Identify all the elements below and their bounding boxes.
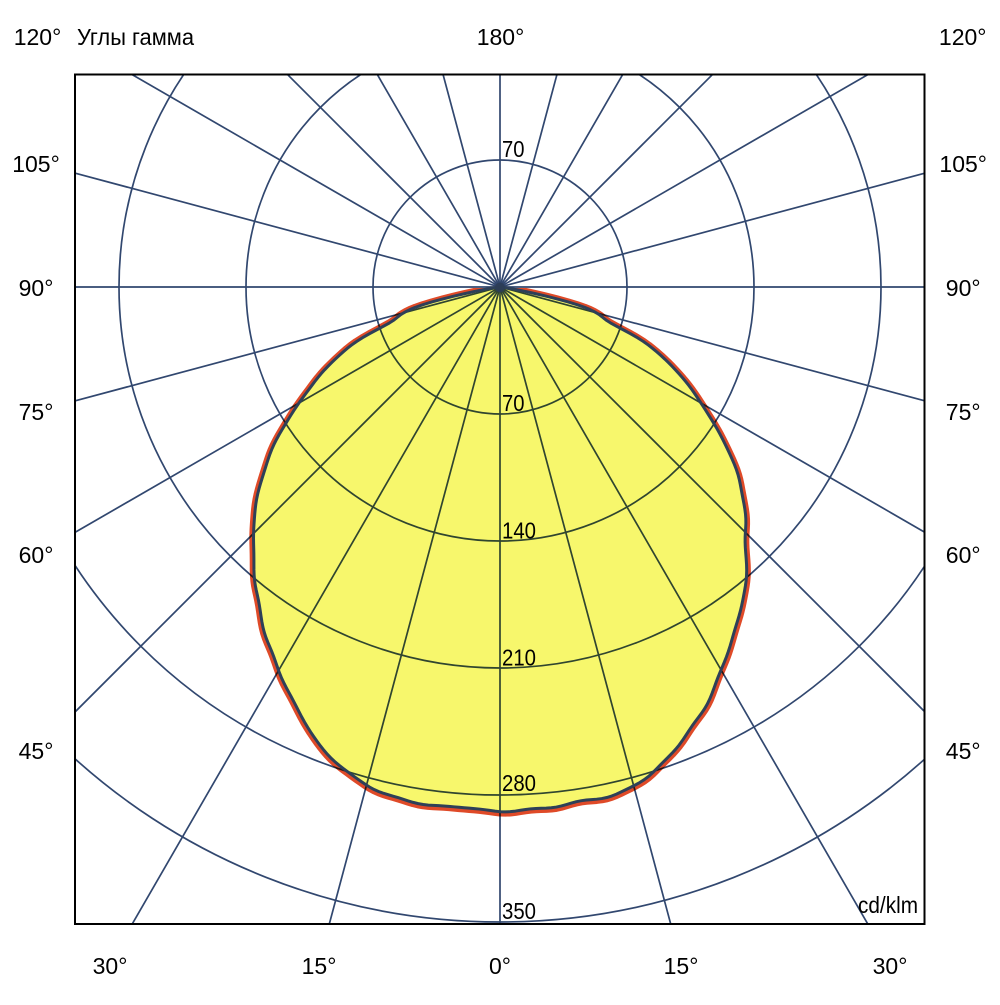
svg-text:180°: 180° [477,24,525,50]
svg-text:280: 280 [502,770,536,796]
svg-text:90°: 90° [946,275,981,301]
svg-text:105°: 105° [939,151,987,177]
svg-text:75°: 75° [19,399,54,425]
svg-text:120°: 120° [14,24,62,50]
svg-text:cd/klm: cd/klm [858,892,918,918]
svg-text:70: 70 [502,390,525,416]
svg-text:60°: 60° [19,542,54,568]
svg-text:0°: 0° [489,953,511,979]
svg-text:15°: 15° [664,953,699,979]
svg-text:90°: 90° [19,275,54,301]
svg-text:140: 140 [502,518,536,544]
svg-text:45°: 45° [946,738,981,764]
svg-text:30°: 30° [93,953,128,979]
svg-text:70: 70 [502,136,525,162]
svg-text:Углы гамма: Углы гамма [77,24,194,50]
svg-text:105°: 105° [12,151,60,177]
svg-text:120°: 120° [939,24,987,50]
svg-text:210: 210 [502,645,536,671]
svg-text:30°: 30° [873,953,908,979]
svg-text:350: 350 [502,898,536,924]
svg-text:75°: 75° [946,399,981,425]
svg-text:15°: 15° [302,953,337,979]
svg-text:45°: 45° [19,738,54,764]
svg-text:60°: 60° [946,542,981,568]
